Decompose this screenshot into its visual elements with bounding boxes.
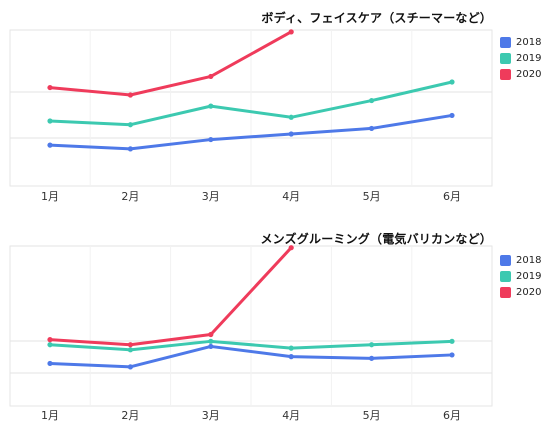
chart-2-legend: 2018 2019 2020 [500, 252, 541, 300]
chart-1-data-point-2019 [208, 103, 214, 109]
chart-1-data-point-2018 [127, 146, 133, 152]
chart-1-x-tick-label: 6月 [443, 190, 461, 203]
chart-2-data-point-2019 [288, 345, 294, 351]
chart-2-data-point-2018 [288, 354, 294, 360]
chart-2-data-point-2018 [47, 360, 53, 367]
chart-2-data-point-2018 [369, 355, 375, 361]
chart-2-data-point-2019 [369, 342, 375, 348]
legend-label: 2018 [516, 36, 542, 48]
chart-2-x-tick-label: 2月 [121, 409, 139, 422]
chart-2-title: メンズグルーミング（電気バリカンなど） [260, 232, 492, 246]
chart-1-title: ボディ、フェイスケア（スチーマーなど） [261, 11, 492, 25]
chart-2-data-point-2020 [47, 337, 53, 343]
chart-2-data-point-2019 [127, 347, 133, 353]
legend-swatch [500, 52, 511, 64]
chart-1-x-tick-label: 5月 [363, 190, 381, 203]
chart-1-data-point-2019 [369, 97, 375, 104]
chart-2-data-point-2018 [208, 343, 214, 350]
chart-1-x-tick-label: 2月 [121, 190, 139, 203]
chart-1-data-point-2018 [449, 112, 455, 119]
chart-1-data-point-2019 [449, 79, 455, 85]
chart-2-data-point-2018 [127, 364, 133, 370]
chart-1-x-tick-label: 3月 [202, 190, 220, 203]
chart-1-data-point-2020 [127, 92, 133, 98]
chart-2-data-point-2019 [47, 342, 53, 348]
chart-2-x-tick-label: 4月 [282, 409, 300, 422]
legend-item-2019[interactable]: 2019 [500, 268, 541, 284]
legend-item-2020[interactable]: 2020 [500, 66, 541, 82]
chart-1-series-line-2020 [48, 30, 293, 97]
chart-1-data-point-2018 [208, 136, 214, 143]
chart-2-data-point-2019 [208, 338, 214, 344]
legend-item-2020[interactable]: 2020 [500, 284, 541, 300]
chart-1-x-tick-label: 4月 [282, 190, 300, 203]
chart-1-series-line-2019 [48, 80, 454, 127]
chart-1-series-line-2018 [48, 113, 454, 151]
chart-1-data-point-2020 [208, 73, 214, 80]
chart-2-data-point-2020 [208, 331, 214, 338]
chart-2-x-tick-label: 1月 [41, 409, 59, 422]
chart-2-x-tick-label: 6月 [443, 409, 461, 422]
legend-label: 2019 [516, 52, 542, 64]
chart-1-data-point-2018 [47, 142, 53, 148]
legend-swatch [500, 270, 511, 282]
legend-item-2018[interactable]: 2018 [500, 34, 541, 50]
legend-swatch [500, 286, 511, 298]
chart-2-data-point-2018 [449, 352, 455, 358]
legend-item-2018[interactable]: 2018 [500, 252, 541, 268]
chart-2-x-tick-label: 5月 [363, 409, 381, 422]
chart-1-data-point-2019 [288, 114, 294, 120]
chart-2-series-line-2018 [48, 344, 454, 369]
chart-2-data-point-2020 [288, 245, 294, 251]
chart-1-data-point-2018 [288, 131, 294, 137]
legend-label: 2019 [516, 270, 542, 282]
chart-2-data-point-2020 [127, 342, 133, 348]
chart-1-data-point-2020 [288, 29, 294, 35]
legend-label: 2018 [516, 254, 542, 266]
chart-1-data-point-2019 [127, 122, 133, 128]
legend-swatch [500, 68, 511, 80]
chart-2-x-tick-label: 3月 [202, 409, 220, 422]
legend-item-2019[interactable]: 2019 [500, 50, 541, 66]
legend-swatch [500, 36, 511, 48]
chart-1-x-tick-label: 1月 [41, 190, 59, 203]
chart-2-series-line-2020 [48, 246, 293, 347]
legend-label: 2020 [516, 68, 542, 80]
chart-2-series-line-2019 [48, 339, 454, 352]
legend-swatch [500, 254, 511, 266]
chart-2-data-point-2019 [449, 338, 455, 344]
chart-1-legend: 2018 2019 2020 [500, 34, 541, 82]
legend-label: 2020 [516, 286, 542, 298]
chart-1-data-point-2020 [47, 84, 53, 91]
chart-1-data-point-2018 [369, 125, 375, 132]
chart-1-data-point-2019 [47, 118, 53, 124]
